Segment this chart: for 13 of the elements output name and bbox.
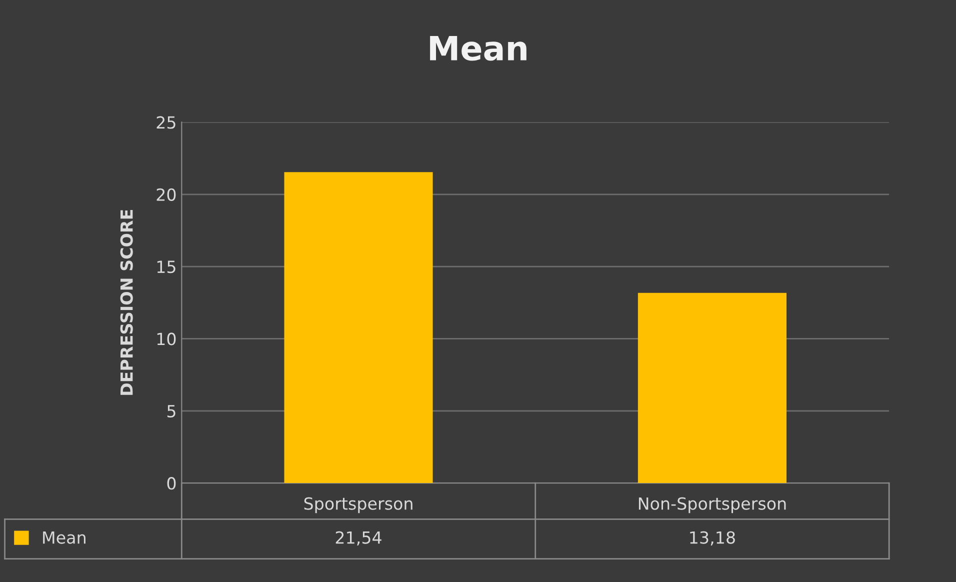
legend-label: Mean: [43, 531, 86, 544]
x-tick-label: Sportsperson: [304, 497, 412, 514]
y-tick-label: 5: [167, 405, 176, 418]
y-axis-title: DEPRESSION SCORE: [120, 210, 133, 395]
chart-title: Mean: [430, 36, 526, 61]
y-tick-label: 20: [156, 188, 176, 201]
y-tick-label: 10: [157, 332, 176, 346]
y-tick-label: 15: [157, 260, 176, 274]
y-tick-label: 0: [167, 477, 176, 490]
data-label: 21,54: [336, 531, 382, 546]
x-tick-label: Non-Sportsperson: [638, 497, 786, 514]
y-tick-label: 25: [156, 116, 176, 129]
data-label: 13,18: [690, 531, 735, 546]
